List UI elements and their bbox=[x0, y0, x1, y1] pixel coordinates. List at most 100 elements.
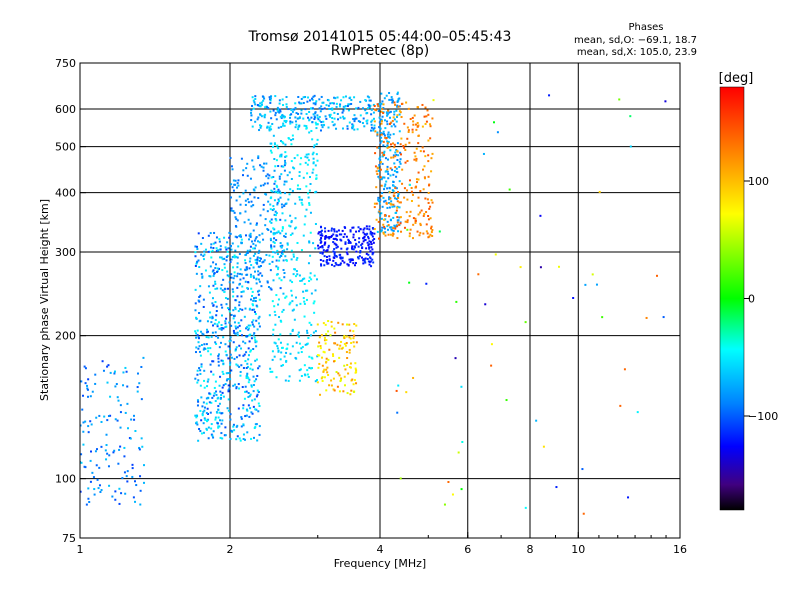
scatter-point bbox=[253, 239, 256, 242]
scatter-point bbox=[383, 188, 386, 191]
scatter-point bbox=[400, 137, 403, 140]
scatter-point bbox=[273, 143, 276, 146]
scatter-point bbox=[308, 280, 311, 283]
scatter-point bbox=[105, 458, 108, 461]
scatter-point bbox=[289, 120, 292, 123]
scatter-point bbox=[198, 295, 201, 298]
scatter-point bbox=[338, 347, 341, 350]
scatter-point bbox=[197, 347, 200, 350]
scatter-point bbox=[370, 113, 373, 116]
scatter-point bbox=[289, 225, 292, 228]
scatter-point bbox=[136, 372, 139, 375]
scatter-point bbox=[335, 234, 338, 237]
scatter-point bbox=[393, 169, 396, 172]
scatter-point bbox=[275, 273, 278, 276]
scatter-point bbox=[429, 217, 432, 220]
scatter-point bbox=[355, 324, 358, 327]
scatter-point bbox=[273, 341, 276, 344]
scatter-point bbox=[276, 109, 279, 112]
scatter-point bbox=[245, 414, 248, 417]
scatter-point bbox=[126, 480, 129, 483]
scatter-point bbox=[281, 227, 284, 230]
scatter-point bbox=[655, 274, 658, 277]
scatter-point bbox=[414, 186, 417, 189]
scatter-point bbox=[327, 320, 330, 323]
scatter-point bbox=[383, 214, 386, 217]
scatter-point bbox=[447, 481, 450, 484]
scatter-point bbox=[371, 258, 374, 261]
scatter-point bbox=[221, 391, 224, 394]
scatter-point bbox=[280, 320, 283, 323]
scatter-point bbox=[412, 217, 415, 220]
scatter-point bbox=[207, 378, 210, 381]
scatter-point bbox=[238, 354, 241, 357]
scatter-point bbox=[368, 104, 371, 107]
scatter-point bbox=[296, 154, 299, 157]
scatter-point bbox=[195, 421, 198, 424]
scatter-point bbox=[337, 321, 340, 324]
scatter-point bbox=[293, 167, 296, 170]
scatter-point bbox=[308, 240, 311, 243]
scatter-point bbox=[380, 110, 383, 113]
scatter-point bbox=[288, 375, 291, 378]
scatter-point bbox=[289, 122, 292, 125]
scatter-point bbox=[311, 153, 314, 156]
scatter-point bbox=[226, 407, 229, 410]
scatter-point bbox=[230, 258, 233, 261]
scatter-point bbox=[250, 337, 253, 340]
scatter-point bbox=[134, 480, 137, 483]
scatter-point bbox=[490, 364, 493, 367]
scatter-point bbox=[304, 289, 307, 292]
scatter-point bbox=[240, 417, 243, 420]
scatter-point bbox=[394, 103, 397, 106]
scatter-point bbox=[293, 318, 296, 321]
scatter-point bbox=[285, 295, 288, 298]
scatter-point bbox=[319, 129, 322, 132]
scatter-point bbox=[317, 118, 320, 121]
scatter-point bbox=[344, 241, 347, 244]
scatter-point bbox=[251, 290, 254, 293]
scatter-point bbox=[300, 374, 303, 377]
scatter-point bbox=[347, 238, 350, 241]
scatter-point bbox=[273, 310, 276, 313]
scatter-point bbox=[223, 257, 226, 260]
scatter-point bbox=[357, 106, 360, 109]
scatter-point bbox=[200, 344, 203, 347]
scatter-point bbox=[266, 280, 269, 283]
scatter-point bbox=[414, 123, 417, 126]
scatter-point bbox=[242, 407, 245, 410]
scatter-point bbox=[275, 231, 278, 234]
scatter-point bbox=[200, 396, 203, 399]
scatter-point bbox=[253, 101, 256, 104]
scatter-point bbox=[227, 287, 230, 290]
scatter-point bbox=[407, 130, 410, 133]
scatter-point bbox=[232, 210, 235, 213]
scatter-point bbox=[335, 105, 338, 108]
scatter-point bbox=[399, 162, 402, 165]
scatter-point bbox=[383, 185, 386, 188]
scatter-point bbox=[251, 323, 254, 326]
scatter-point bbox=[319, 393, 322, 396]
scatter-point bbox=[422, 214, 425, 217]
scatter-point bbox=[269, 287, 272, 290]
scatter-point bbox=[294, 202, 297, 205]
scatter-point bbox=[322, 370, 325, 373]
scatter-point bbox=[106, 365, 109, 368]
scatter-point bbox=[300, 97, 303, 100]
scatter-point bbox=[206, 328, 209, 331]
scatter-point bbox=[395, 197, 398, 200]
scatter-point bbox=[416, 181, 419, 184]
scatter-point bbox=[282, 115, 285, 118]
scatter-point bbox=[83, 365, 86, 368]
scatter-point bbox=[230, 209, 233, 212]
scatter-point bbox=[349, 362, 352, 365]
scatter-point bbox=[281, 253, 284, 256]
scatter-point bbox=[341, 259, 344, 262]
scatter-point bbox=[316, 114, 319, 117]
scatter-point bbox=[235, 363, 238, 366]
scatter-point bbox=[406, 159, 409, 162]
scatter-point bbox=[89, 480, 92, 483]
scatter-point bbox=[234, 235, 237, 238]
scatter-point bbox=[382, 231, 385, 234]
scatter-point bbox=[233, 271, 236, 274]
